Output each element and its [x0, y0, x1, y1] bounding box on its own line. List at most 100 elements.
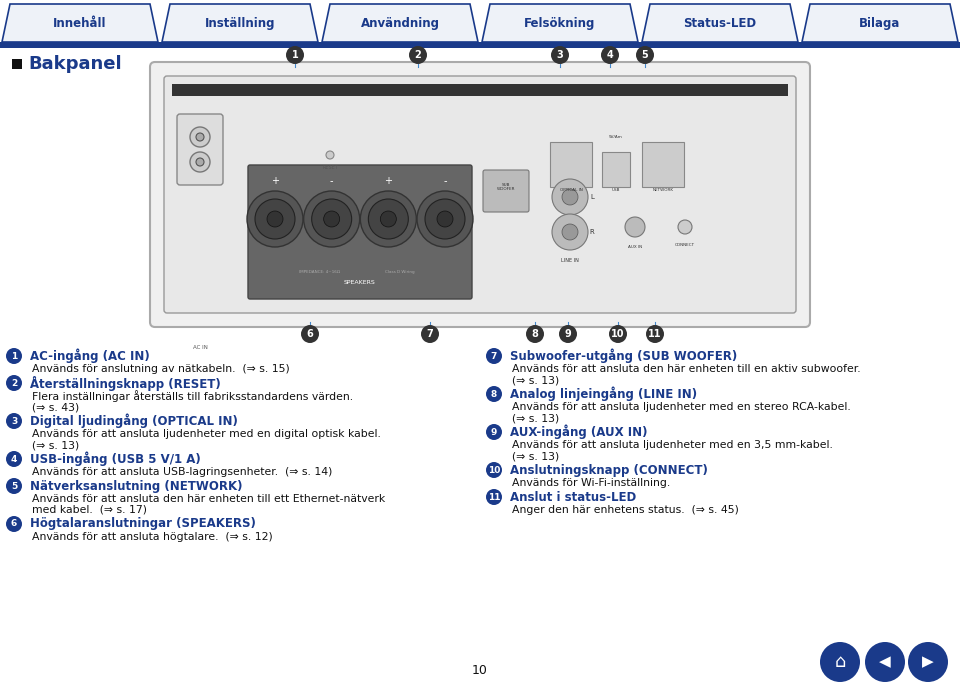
Circle shape — [267, 211, 283, 227]
Bar — [12, 59, 22, 69]
Text: AUX IN: AUX IN — [628, 245, 642, 249]
Circle shape — [601, 46, 619, 64]
Text: 6: 6 — [306, 329, 313, 339]
Text: med kabel.  (⇒ s. 17): med kabel. (⇒ s. 17) — [32, 505, 147, 515]
Text: Nätverksanslutning (NETWORK): Nätverksanslutning (NETWORK) — [30, 479, 243, 493]
Bar — [172, 84, 788, 96]
Text: Återställningsknapp (RESET): Återställningsknapp (RESET) — [30, 375, 221, 390]
Circle shape — [255, 199, 295, 239]
Text: Används för att ansluta ljudenheter med en 3,5 mm-kabel.: Används för att ansluta ljudenheter med … — [512, 440, 833, 450]
Text: 6: 6 — [11, 519, 17, 529]
Circle shape — [636, 46, 654, 64]
Circle shape — [409, 46, 427, 64]
Circle shape — [552, 214, 588, 250]
Circle shape — [625, 217, 645, 237]
Circle shape — [360, 191, 417, 247]
Text: Används för Wi-Fi-inställning.: Används för Wi-Fi-inställning. — [512, 478, 670, 488]
Text: Status-LED: Status-LED — [684, 16, 756, 29]
Text: 4: 4 — [607, 50, 613, 60]
Circle shape — [190, 152, 210, 172]
FancyBboxPatch shape — [164, 76, 796, 313]
Text: -: - — [444, 176, 446, 186]
Circle shape — [247, 191, 303, 247]
Text: CONNECT: CONNECT — [675, 243, 695, 247]
Circle shape — [286, 46, 304, 64]
Text: Används för att ansluta USB-lagringsenheter.  (⇒ s. 14): Används för att ansluta USB-lagringsenhe… — [32, 467, 332, 477]
Text: ▶: ▶ — [923, 654, 934, 669]
Text: 2: 2 — [415, 50, 421, 60]
Text: Högtalaranslutningar (SPEAKERS): Högtalaranslutningar (SPEAKERS) — [30, 517, 256, 530]
Text: AC-ingång (AC IN): AC-ingång (AC IN) — [30, 349, 150, 363]
Circle shape — [820, 642, 860, 682]
Text: IMPEDANCE: 4~16Ω: IMPEDANCE: 4~16Ω — [300, 270, 341, 274]
Text: 2: 2 — [11, 379, 17, 388]
Bar — [642, 142, 684, 187]
Text: 4: 4 — [11, 455, 17, 464]
Polygon shape — [162, 4, 318, 42]
Circle shape — [6, 413, 22, 429]
FancyBboxPatch shape — [150, 62, 810, 327]
Text: 10: 10 — [488, 466, 500, 475]
Circle shape — [908, 642, 948, 682]
Circle shape — [486, 386, 502, 402]
Text: USB: USB — [612, 188, 620, 192]
Circle shape — [380, 211, 396, 227]
FancyBboxPatch shape — [177, 114, 223, 185]
Text: L: L — [590, 194, 594, 200]
Text: AUX-ingång (AUX IN): AUX-ingång (AUX IN) — [510, 425, 647, 439]
Text: Subwoofer-utgång (SUB WOOFER): Subwoofer-utgång (SUB WOOFER) — [510, 349, 737, 363]
Text: LINE IN: LINE IN — [561, 258, 579, 262]
Text: 8: 8 — [532, 329, 539, 339]
Text: 3: 3 — [11, 416, 17, 425]
Circle shape — [196, 133, 204, 141]
Polygon shape — [642, 4, 798, 42]
Text: RESET: RESET — [323, 164, 338, 169]
Text: 10: 10 — [612, 329, 625, 339]
FancyBboxPatch shape — [248, 165, 472, 299]
Text: 11: 11 — [488, 493, 500, 501]
Text: SUB
WOOFER: SUB WOOFER — [496, 183, 516, 191]
Polygon shape — [802, 4, 958, 42]
Circle shape — [437, 211, 453, 227]
Circle shape — [417, 191, 473, 247]
Text: 11: 11 — [648, 329, 661, 339]
Text: Digital ljudingång (OPTICAL IN): Digital ljudingång (OPTICAL IN) — [30, 414, 238, 428]
Text: USB-ingång (USB 5 V/1 A): USB-ingång (USB 5 V/1 A) — [30, 451, 201, 466]
Circle shape — [551, 46, 569, 64]
Text: -: - — [330, 176, 333, 186]
Text: 9: 9 — [564, 329, 571, 339]
Text: Bilaga: Bilaga — [859, 16, 900, 29]
Text: (⇒ s. 13): (⇒ s. 13) — [512, 375, 560, 385]
Circle shape — [425, 199, 465, 239]
Text: NETWORK: NETWORK — [653, 188, 674, 192]
Bar — [0, 42, 960, 48]
Circle shape — [301, 325, 319, 343]
Text: 8: 8 — [491, 390, 497, 399]
Text: (⇒ s. 13): (⇒ s. 13) — [512, 413, 560, 423]
Text: Anslutningsknapp (CONNECT): Anslutningsknapp (CONNECT) — [510, 464, 708, 477]
Text: R: R — [589, 229, 594, 235]
Text: Används för anslutning av nätkabeln.  (⇒ s. 15): Används för anslutning av nätkabeln. (⇒ … — [32, 364, 290, 374]
Text: Inställning: Inställning — [204, 16, 276, 29]
Bar — [550, 142, 592, 187]
Circle shape — [312, 199, 351, 239]
Text: +: + — [384, 176, 393, 186]
Text: (⇒ s. 13): (⇒ s. 13) — [512, 451, 560, 461]
Circle shape — [486, 489, 502, 505]
Circle shape — [6, 348, 22, 364]
Text: AC IN: AC IN — [193, 345, 207, 349]
Text: SPEAKERS: SPEAKERS — [344, 279, 376, 284]
Circle shape — [6, 516, 22, 532]
Text: Anger den här enhetens status.  (⇒ s. 45): Anger den här enhetens status. (⇒ s. 45) — [512, 505, 739, 515]
Text: 1: 1 — [292, 50, 299, 60]
Circle shape — [324, 211, 340, 227]
Text: 9: 9 — [491, 427, 497, 436]
Text: Användning: Användning — [361, 16, 440, 29]
Text: 5: 5 — [641, 50, 648, 60]
Circle shape — [6, 451, 22, 467]
Circle shape — [552, 179, 588, 215]
FancyBboxPatch shape — [483, 170, 529, 212]
Text: Felsökning: Felsökning — [524, 16, 596, 29]
Polygon shape — [2, 4, 158, 42]
Circle shape — [6, 375, 22, 391]
